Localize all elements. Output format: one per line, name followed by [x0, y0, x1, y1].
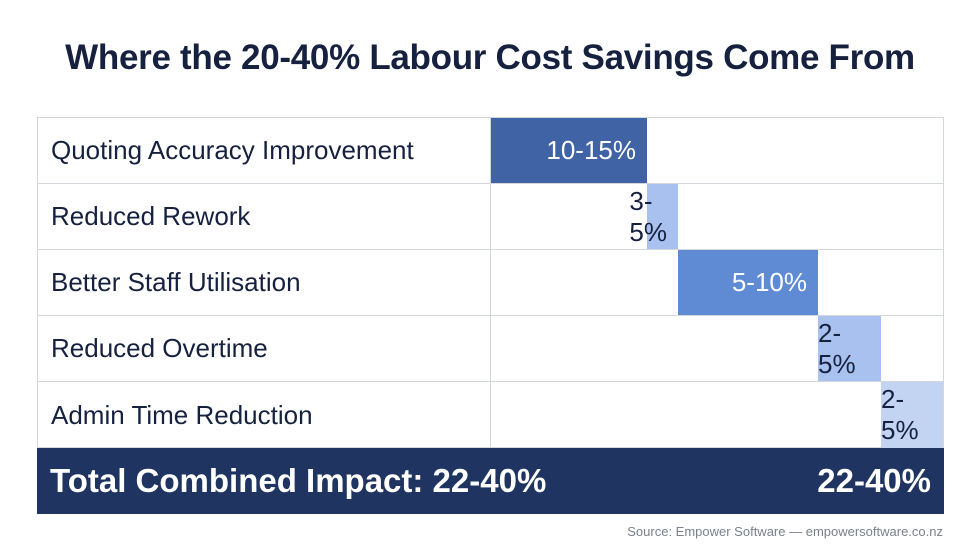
bar-segment: 3-5% — [629, 184, 678, 249]
savings-table: Quoting Accuracy Improvement 10-15% Reduce… — [37, 117, 944, 448]
row-label: Reduced Overtime — [38, 316, 491, 381]
row-label: Quoting Accuracy Improvement — [38, 118, 491, 183]
row-label: Better Staff Utilisation — [38, 250, 491, 315]
bar-segment: 5-10% — [678, 250, 818, 315]
bar-track: 2-5% — [491, 382, 943, 448]
table-row: Admin Time Reduction 2-5% — [38, 382, 943, 448]
total-value: 22-40% — [817, 462, 931, 499]
bar-track: 3-5% — [491, 184, 943, 249]
bar-segment: 10-15% — [491, 118, 647, 183]
bar-segment: 2-5% — [818, 316, 881, 381]
source-note: Source: Empower Software — empowersoftwa… — [627, 524, 943, 539]
chart-title: Where the 20-40% Labour Cost Savings Com… — [65, 38, 915, 77]
table-row: Reduced Rework 3-5% — [38, 184, 943, 250]
total-label: Total Combined Impact: 22-40% — [50, 462, 547, 499]
table-row: Quoting Accuracy Improvement 10-15% — [38, 118, 943, 184]
bar-track: 10-15% — [491, 118, 943, 183]
bar-segment: 2-5% — [881, 382, 943, 448]
total-row: Total Combined Impact: 22-40% 22-40% — [37, 448, 944, 514]
table-row: Reduced Overtime 2-5% — [38, 316, 943, 382]
bar-track: 5-10% — [491, 250, 943, 315]
row-label: Reduced Rework — [38, 184, 491, 249]
bar-track: 2-5% — [491, 316, 943, 381]
table-row: Better Staff Utilisation 5-10% — [38, 250, 943, 316]
row-label: Admin Time Reduction — [38, 382, 491, 448]
